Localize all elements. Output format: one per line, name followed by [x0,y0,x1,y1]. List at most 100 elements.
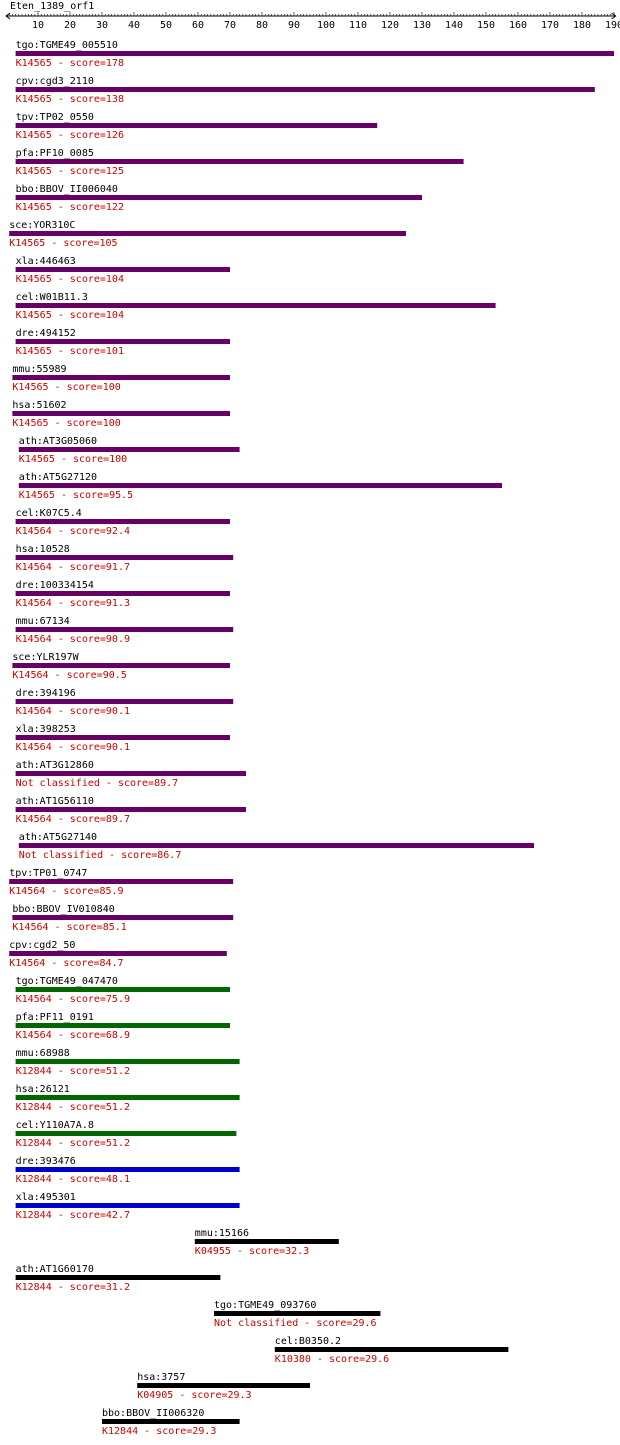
hit-bar[interactable] [15,591,230,596]
hit-gene-link[interactable]: ath:AT3G05060 [19,436,97,447]
hit-bar[interactable] [15,1095,240,1100]
hit-annotation: K14564 - score=90.1 [16,706,130,717]
hit-gene-link[interactable]: tpv:TP02_0550 [16,112,94,123]
hit-annotation: K14565 - score=122 [16,202,124,213]
hit-bar[interactable] [15,1131,237,1136]
hit-gene-link[interactable]: tgo:TGME49_093760 [214,1300,316,1311]
hit-bar[interactable] [15,1023,230,1028]
hit-row: mmu:67134 K14564 - score=90.9 [15,616,234,645]
hit-bar[interactable] [18,483,503,488]
hit-bar[interactable] [18,843,535,848]
tick-label: 160 [509,20,527,31]
hit-gene-link[interactable]: bbo:BBOV_II006320 [102,1408,204,1419]
hit-row: hsa:51602 K14565 - score=100 [12,400,231,429]
hit-gene-link[interactable]: cel:Y110A7A.8 [16,1120,94,1131]
hit-gene-link[interactable]: cel:B0350.2 [275,1336,341,1347]
hit-gene-link[interactable]: xla:398253 [16,724,76,735]
hit-annotation: K14564 - score=68.9 [16,1030,130,1041]
hit-bar[interactable] [15,987,230,992]
hit-gene-link[interactable]: cel:W01B11.3 [16,292,88,303]
hit-bar[interactable] [15,339,230,344]
tick-label: 30 [96,20,108,31]
hit-bar[interactable] [15,771,246,776]
hit-bar[interactable] [194,1239,339,1244]
hit-gene-link[interactable]: mmu:67134 [16,616,70,627]
hit-annotation: K14564 - score=91.3 [16,598,130,609]
hit-gene-link[interactable]: dre:394196 [16,688,76,699]
hit-gene-link[interactable]: ath:AT5G27140 [19,832,97,843]
hit-row: ath:AT3G05060 K14565 - score=100 [18,436,240,465]
hit-gene-link[interactable]: ath:AT5G27120 [19,472,97,483]
hit-bar[interactable] [12,915,234,920]
hit-gene-link[interactable]: cel:K07C5.4 [16,508,82,519]
hit-bar[interactable] [12,411,231,416]
hit-row: bbo:BBOV_II006320 K12844 - score=29.3 [102,1408,240,1437]
hit-bar[interactable] [15,807,246,812]
hit-bar[interactable] [137,1383,310,1388]
hit-gene-link[interactable]: tgo:TGME49_005510 [16,40,118,51]
hit-bar[interactable] [15,51,615,56]
hit-gene-link[interactable]: hsa:10528 [16,544,70,555]
hit-gene-link[interactable]: sce:YOR310C [9,220,75,231]
hit-gene-link[interactable]: hsa:26121 [16,1084,70,1095]
hit-bar[interactable] [15,87,595,92]
hit-gene-link[interactable]: ath:AT3G12860 [16,760,94,771]
hit-row: mmu:68988 K12844 - score=51.2 [15,1048,240,1077]
hit-bar[interactable] [15,1167,240,1172]
hit-bar[interactable] [15,303,496,308]
hit-row: mmu:55989 K14565 - score=100 [12,364,231,393]
hit-bar[interactable] [9,231,406,236]
hit-gene-link[interactable]: cpv:cgd2_50 [9,940,75,951]
hit-gene-link[interactable]: cpv:cgd3_2110 [16,76,94,87]
hit-bar[interactable] [274,1347,509,1352]
hit-bar[interactable] [15,555,234,560]
hit-gene-link[interactable]: mmu:68988 [16,1048,70,1059]
hit-bar[interactable] [15,123,378,128]
hit-gene-link[interactable]: dre:100334154 [16,580,94,591]
hit-gene-link[interactable]: ath:AT1G56110 [16,796,94,807]
hit-row: hsa:26121 K12844 - score=51.2 [15,1084,240,1113]
hit-bar[interactable] [15,195,422,200]
hit-bar[interactable] [15,1203,240,1208]
hit-bar[interactable] [9,879,234,884]
hit-gene-link[interactable]: ath:AT1G60170 [16,1264,94,1275]
hit-gene-link[interactable]: bbo:BBOV_IV010840 [12,904,114,915]
hit-bar[interactable] [12,663,231,668]
hit-gene-link[interactable]: dre:393476 [16,1156,76,1167]
hit-gene-link[interactable]: pfa:PF10_0085 [16,148,94,159]
hit-annotation: K04955 - score=32.3 [195,1246,309,1257]
hit-bar[interactable] [12,375,231,380]
hit-bar[interactable] [18,447,240,452]
hit-bar[interactable] [15,735,230,740]
tick-label: 100 [317,20,335,31]
hit-bar[interactable] [15,159,464,164]
hit-row: ath:AT5G27140 Not classified - score=86.7 [18,832,535,861]
hit-gene-link[interactable]: mmu:15166 [195,1228,249,1239]
position-axis: 10 20 30 40 50 60 70 80 90 100 110 120 130 140 150 160 1… [5,12,620,31]
hit-annotation: K12844 - score=51.2 [16,1102,130,1113]
hit-gene-link[interactable]: tpv:TP01_0747 [9,868,87,879]
hit-bar[interactable] [15,519,230,524]
hit-gene-link[interactable]: mmu:55989 [12,364,66,375]
hit-bar[interactable] [102,1419,240,1424]
hit-annotation: K14564 - score=84.7 [9,958,123,969]
hit-gene-link[interactable]: hsa:3757 [137,1372,185,1383]
hit-gene-link[interactable]: bbo:BBOV_II006040 [16,184,118,195]
hit-gene-link[interactable]: xla:446463 [16,256,76,267]
hit-bar[interactable] [15,1275,221,1280]
hit-gene-link[interactable]: tgo:TGME49_047470 [16,976,118,987]
hit-bar[interactable] [9,951,227,956]
hit-annotation: K14565 - score=138 [16,94,124,105]
hit-bar[interactable] [15,1059,240,1064]
hit-gene-link[interactable]: dre:494152 [16,328,76,339]
hit-bar[interactable] [15,627,234,632]
hit-gene-link[interactable]: pfa:PF11_0191 [16,1012,94,1023]
hit-bar[interactable] [15,699,234,704]
hit-bar[interactable] [15,267,230,272]
hit-gene-link[interactable]: hsa:51602 [12,400,66,411]
hit-gene-link[interactable]: xla:495301 [16,1192,76,1203]
hit-row: ath:AT3G12860 Not classified - score=89.7 [15,760,246,789]
hit-gene-link[interactable]: sce:YLR197W [12,652,79,663]
hit-bar[interactable] [214,1311,381,1316]
